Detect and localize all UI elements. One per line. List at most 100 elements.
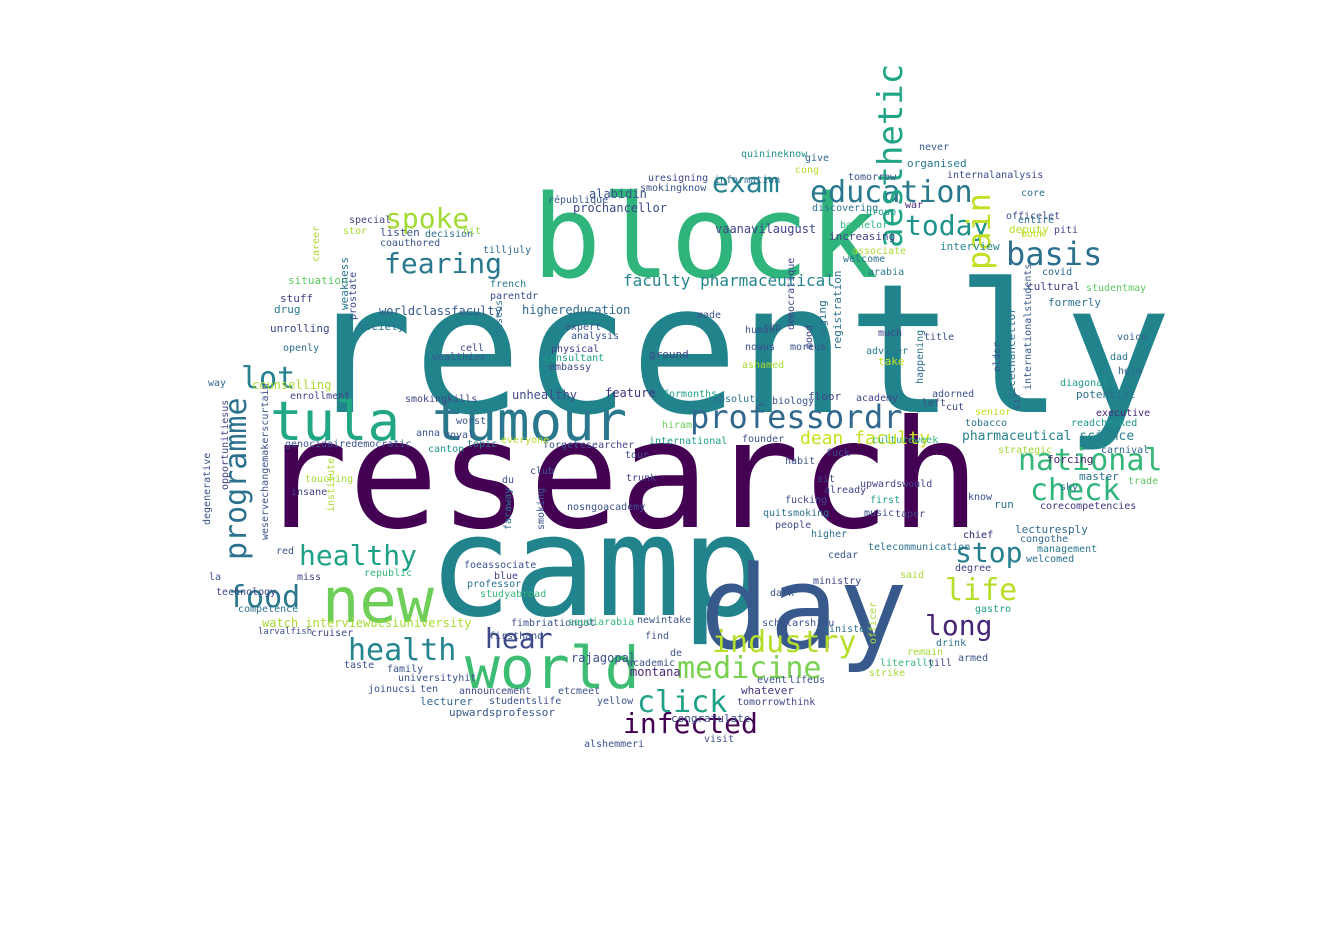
cloud-word: minister xyxy=(823,624,871,635)
cloud-word: armed xyxy=(958,653,988,664)
cloud-word: situation xyxy=(288,274,348,287)
cloud-word: health xyxy=(348,633,456,668)
cloud-word: happening xyxy=(915,330,926,384)
cloud-word: universityhit xyxy=(398,673,476,684)
cloud-word: welcome xyxy=(843,254,885,265)
cloud-word: announcement xyxy=(459,686,531,697)
cloud-word: long xyxy=(925,609,992,642)
cloud-word: prostate xyxy=(348,272,359,320)
cloud-word: studentslife xyxy=(489,696,561,707)
cloud-word: aesthetic xyxy=(871,64,911,248)
cloud-word: anna xyxy=(416,428,440,439)
cloud-word: hear xyxy=(485,622,552,655)
cloud-word: stuff xyxy=(280,292,313,305)
cloud-word: cong xyxy=(795,165,819,176)
cloud-word: career xyxy=(311,226,322,262)
cloud-word: miss xyxy=(297,572,321,583)
cloud-word: trade xyxy=(1128,476,1158,487)
cloud-word: camp xyxy=(428,486,765,649)
cloud-word: ten xyxy=(420,684,438,695)
cloud-word: de xyxy=(670,648,682,659)
cloud-word: made xyxy=(697,310,721,321)
cloud-word: discovering xyxy=(812,203,878,214)
cloud-word: senior xyxy=(975,407,1011,418)
cloud-word: formerly xyxy=(1048,296,1101,309)
cloud-word: red xyxy=(276,546,294,557)
cloud-word: adviser xyxy=(866,346,908,357)
cloud-word: research xyxy=(258,389,980,563)
cloud-word: embassy xyxy=(549,362,591,373)
cloud-word: title xyxy=(924,332,954,343)
cloud-word: drug xyxy=(274,303,301,316)
cloud-word: club xyxy=(530,466,554,477)
cloud-word: lecturer xyxy=(420,695,473,708)
cloud-word: corecompetencies xyxy=(1040,501,1136,512)
cloud-word: basis xyxy=(1006,235,1102,273)
cloud-word: pain xyxy=(960,193,998,270)
cloud-word: day xyxy=(700,542,908,676)
cloud-word: diagonal xyxy=(1060,378,1108,389)
cloud-word: already xyxy=(824,485,866,496)
cloud-word: listen xyxy=(380,226,420,239)
cloud-word: fuck xyxy=(826,448,850,459)
cloud-word: vaanavilaugust xyxy=(715,222,816,236)
cloud-word: nosngoacademy xyxy=(567,502,645,513)
cloud-word: held xyxy=(1118,366,1142,377)
cloud-word: joinucsi xyxy=(368,684,416,695)
cloud-word: left xyxy=(922,398,946,409)
cloud-word: academy xyxy=(856,393,898,404)
cloud-word: highereducation xyxy=(522,303,630,317)
cloud-word: spoke xyxy=(385,202,469,235)
cloud-word: montana xyxy=(630,665,681,679)
cloud-word: wealthier xyxy=(432,352,486,363)
cloud-word: fearing xyxy=(384,247,502,280)
cloud-word: competence xyxy=(238,604,298,615)
cloud-word: tomorrowthink xyxy=(737,697,815,708)
cloud-word: group xyxy=(866,207,896,218)
cloud-word: ground xyxy=(649,348,689,361)
cloud-word: officer xyxy=(868,602,879,644)
cloud-word: smokingknow xyxy=(640,183,707,194)
cloud-word: dark xyxy=(770,588,794,599)
cloud-word: academic xyxy=(627,658,675,669)
cloud-word: take xyxy=(878,355,905,368)
cloud-word: tomorrow xyxy=(848,172,897,183)
cloud-word: sky xyxy=(1060,482,1078,493)
cloud-word: raging xyxy=(816,300,829,340)
cloud-word: unrolling xyxy=(270,322,330,335)
cloud-word: canton xyxy=(428,444,464,455)
cloud-word: strategic xyxy=(998,445,1052,456)
cloud-word: floor xyxy=(808,390,841,403)
cloud-word: royal xyxy=(444,430,474,441)
cloud-word: readchecked xyxy=(1071,418,1137,429)
cloud-word: medicine xyxy=(677,651,822,686)
cloud-word: today xyxy=(905,209,989,242)
cloud-word: tilljuly xyxy=(483,245,531,256)
cloud-word: etcmeet xyxy=(558,686,600,697)
cloud-word: remain xyxy=(907,647,943,658)
cloud-word: never xyxy=(919,142,949,153)
cloud-word: potential xyxy=(1076,388,1136,401)
cloud-word: carnival xyxy=(1101,445,1149,456)
cloud-word: click xyxy=(637,685,727,720)
cloud-word: education xyxy=(810,175,973,210)
cloud-word: mood xyxy=(804,325,815,349)
cloud-word: way xyxy=(208,378,226,389)
cloud-word: food xyxy=(228,580,300,615)
cloud-word: block xyxy=(532,171,878,305)
cloud-word: moreus xyxy=(790,342,826,353)
cloud-word: studentmay xyxy=(1086,283,1146,294)
cloud-word: increasing xyxy=(829,230,895,243)
cloud-word: welcomed xyxy=(1026,554,1074,565)
cloud-word: tumour xyxy=(432,390,627,453)
cloud-word: organised xyxy=(907,157,967,170)
cloud-word: human xyxy=(745,325,775,336)
cloud-word: pharmaceutical science xyxy=(962,429,1134,444)
cloud-word: cedar xyxy=(828,550,858,561)
cloud-word: worst xyxy=(456,416,486,427)
cloud-word: stop xyxy=(955,536,1022,569)
cloud-word: cultural xyxy=(1027,280,1080,293)
cloud-word: event xyxy=(757,675,787,686)
cloud-word: habit xyxy=(785,456,815,467)
